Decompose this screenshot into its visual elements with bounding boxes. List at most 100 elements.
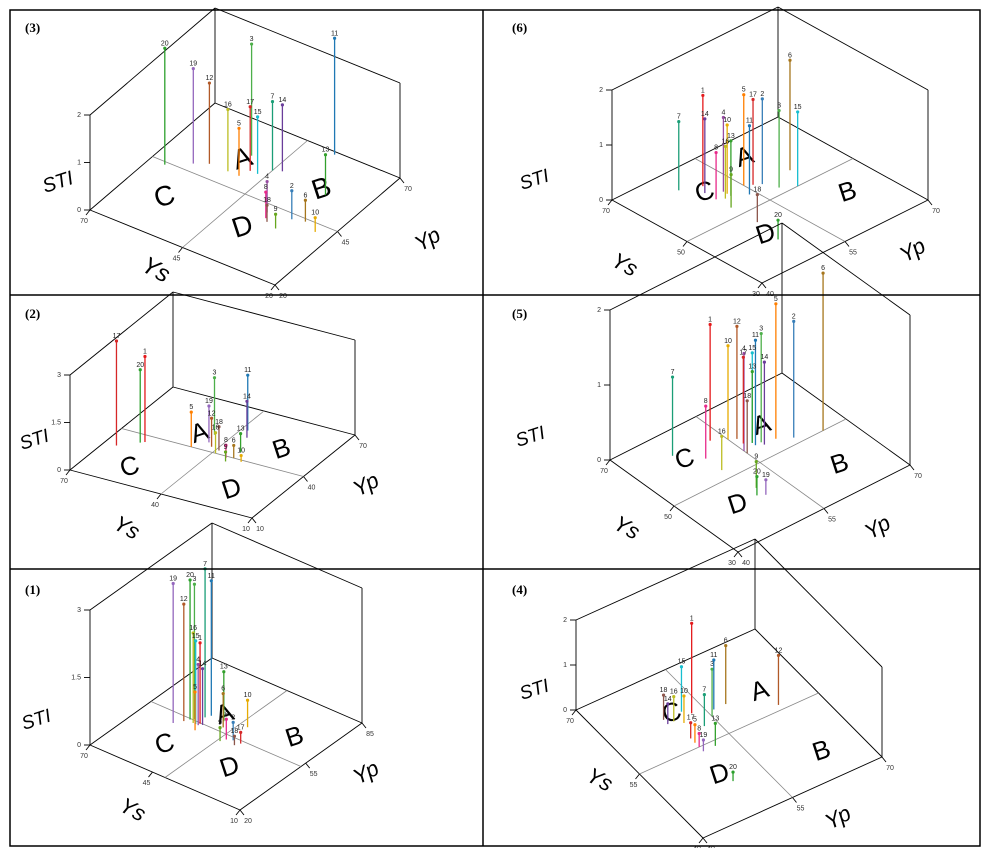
z-tick-label: 3 bbox=[77, 607, 81, 614]
stem-point bbox=[200, 667, 205, 671]
point-label: 3 bbox=[250, 36, 254, 43]
y-tick-label: 40 bbox=[308, 485, 316, 492]
point-label: 4 bbox=[721, 109, 725, 116]
point-label: 20 bbox=[774, 212, 782, 219]
stem-point bbox=[224, 443, 228, 447]
point-label: 6 bbox=[724, 638, 728, 645]
point-label: 14 bbox=[701, 111, 709, 118]
y-tick-mark bbox=[303, 476, 308, 482]
stem-point bbox=[323, 153, 328, 157]
stem-point bbox=[677, 119, 681, 124]
y-tick-label: 70 bbox=[886, 765, 894, 772]
point-label: 12 bbox=[775, 647, 783, 654]
stem-point bbox=[776, 653, 781, 658]
z-tick-label: 1 bbox=[599, 142, 603, 149]
stem-point bbox=[747, 124, 752, 128]
stem-point bbox=[679, 665, 684, 669]
stem-point bbox=[741, 355, 745, 359]
wall-top-left bbox=[69, 291, 174, 376]
y-tick-label: 70 bbox=[914, 473, 922, 480]
stem-point bbox=[720, 434, 724, 438]
stem-point bbox=[274, 212, 278, 216]
point-label: 11 bbox=[710, 652, 717, 659]
point-label: 9 bbox=[218, 720, 222, 727]
point-label: 17 bbox=[246, 99, 254, 106]
x-tick-label: 55 bbox=[630, 782, 638, 789]
stem-point bbox=[796, 110, 800, 114]
point-label: 17 bbox=[739, 349, 747, 356]
stem-point bbox=[192, 582, 197, 586]
point-label: 10 bbox=[724, 338, 732, 345]
point-label: 20 bbox=[729, 764, 737, 771]
point-label: 9 bbox=[754, 454, 758, 461]
point-label: 7 bbox=[203, 561, 207, 568]
stem-point bbox=[731, 770, 735, 774]
panel-label: (6) bbox=[512, 20, 527, 35]
point-label: 16 bbox=[212, 425, 220, 432]
stem-point bbox=[701, 93, 705, 98]
stem-point bbox=[723, 144, 727, 148]
stem-point bbox=[666, 702, 670, 706]
stem-point bbox=[689, 721, 693, 725]
point-label: 11 bbox=[208, 573, 215, 580]
stem-point bbox=[207, 81, 211, 85]
y-tick-label: 70 bbox=[932, 208, 940, 215]
x-tick-label: 10 bbox=[242, 526, 250, 533]
y-tick-mark bbox=[792, 797, 797, 803]
wall-top-right bbox=[754, 538, 883, 668]
x-tick-label: 20 bbox=[265, 293, 273, 300]
stem-point bbox=[760, 97, 764, 101]
x-tick-label: 50 bbox=[677, 250, 685, 257]
stem-point bbox=[714, 150, 718, 155]
stem-point bbox=[280, 103, 284, 107]
point-label: 10 bbox=[244, 692, 252, 699]
stem-point bbox=[221, 692, 225, 696]
wall-top-left bbox=[89, 522, 213, 611]
stem-point bbox=[171, 581, 175, 586]
y-tick-mark bbox=[927, 199, 933, 206]
x-tick-label: 40 bbox=[693, 846, 701, 848]
point-label: 14 bbox=[279, 97, 287, 104]
stem-point bbox=[143, 354, 147, 359]
point-label: 17 bbox=[687, 715, 695, 722]
stem-point bbox=[708, 322, 712, 327]
stem-point bbox=[713, 721, 717, 725]
y-tick-mark bbox=[737, 551, 743, 558]
stem-point bbox=[198, 641, 202, 645]
point-label: 8 bbox=[704, 398, 708, 405]
point-label: 8 bbox=[224, 437, 228, 444]
point-label: 14 bbox=[243, 393, 251, 400]
y-tick-label: 10 bbox=[256, 526, 264, 533]
stem-point bbox=[721, 115, 726, 120]
point-label: 18 bbox=[753, 187, 761, 194]
x-tick-label: 45 bbox=[143, 780, 151, 787]
y-tick-mark bbox=[844, 241, 850, 247]
z-tick-label: 2 bbox=[597, 307, 601, 314]
z-tick-label: 1 bbox=[597, 382, 601, 389]
panel-label: (1) bbox=[25, 582, 40, 597]
figure-border bbox=[9, 9, 981, 847]
point-label: 10 bbox=[680, 688, 688, 695]
point-label: 16 bbox=[670, 689, 678, 696]
stem-point bbox=[670, 375, 675, 379]
y-tick-label: 85 bbox=[366, 731, 374, 738]
stem-point bbox=[207, 404, 211, 408]
point-label: 2 bbox=[760, 91, 764, 98]
stem-point bbox=[196, 662, 200, 667]
stem-point bbox=[245, 399, 249, 403]
point-label: 1 bbox=[708, 316, 712, 323]
point-label: 1 bbox=[701, 87, 705, 94]
y-tick-mark bbox=[274, 284, 280, 291]
stem-point bbox=[729, 173, 733, 177]
stem-point bbox=[755, 193, 759, 197]
stem-point bbox=[724, 643, 728, 648]
stem-point bbox=[191, 631, 195, 635]
stem-point bbox=[742, 351, 746, 356]
point-label: 19 bbox=[700, 732, 708, 739]
panel-grid-lines bbox=[9, 9, 981, 847]
y-tick-mark bbox=[702, 837, 708, 844]
wall-top-left bbox=[611, 6, 779, 91]
z-tick-label: 0 bbox=[77, 207, 81, 214]
point-label: 2 bbox=[290, 183, 294, 190]
